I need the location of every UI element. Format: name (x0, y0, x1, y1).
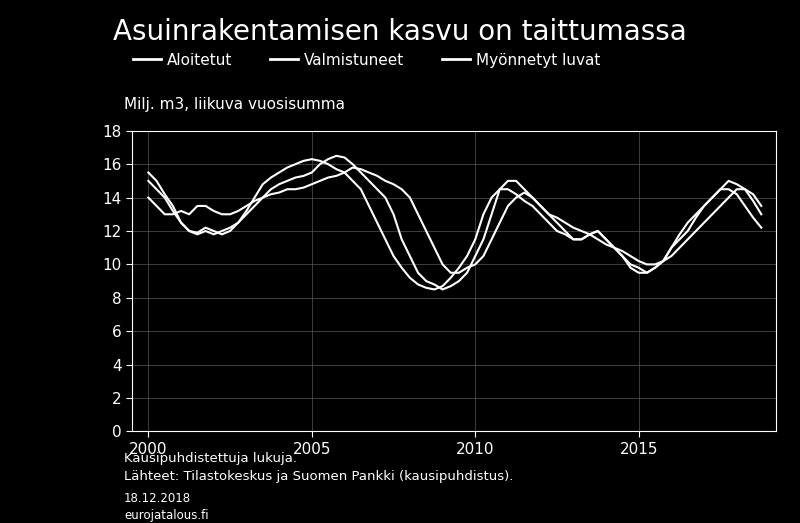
Valmistuneet (364, 169, 374, 176)
Text: Milj. m3, liikuva vuosisumma: Milj. m3, liikuva vuosisumma (124, 97, 345, 112)
Legend: Aloitetut, Valmistuneet, Myönnetyt luvat: Aloitetut, Valmistuneet, Myönnetyt luvat (133, 53, 601, 67)
Myönnetyt luvat (307, 156, 317, 162)
Aloitetut (438, 286, 447, 292)
Valmistuneet (569, 224, 578, 231)
Aloitetut (569, 236, 578, 243)
Aloitetut (650, 265, 660, 271)
Line: Valmistuneet: Valmistuneet (148, 167, 762, 273)
Myönnetyt luvat (569, 236, 578, 243)
Aloitetut (364, 178, 374, 184)
Myönnetyt luvat (143, 169, 153, 176)
Aloitetut (201, 228, 210, 234)
Aloitetut (331, 153, 341, 159)
Text: Lähteet: Tilastokeskus ja Suomen Pankki (kausipuhdistus).: Lähteet: Tilastokeskus ja Suomen Pankki … (124, 470, 514, 483)
Text: 18.12.2018: 18.12.2018 (124, 492, 191, 505)
Valmistuneet (650, 262, 660, 268)
Valmistuneet (552, 214, 562, 221)
Line: Myönnetyt luvat: Myönnetyt luvat (148, 159, 762, 289)
Valmistuneet (478, 253, 488, 259)
Valmistuneet (201, 203, 210, 209)
Aloitetut (143, 178, 153, 184)
Myönnetyt luvat (430, 286, 439, 292)
Myönnetyt luvat (478, 211, 488, 218)
Valmistuneet (348, 164, 358, 170)
Aloitetut (757, 211, 766, 218)
Valmistuneet (446, 270, 455, 276)
Text: eurojatalous.fi: eurojatalous.fi (124, 509, 209, 522)
Text: Kausipuhdistettuja lukuja.: Kausipuhdistettuja lukuja. (124, 452, 297, 465)
Myönnetyt luvat (364, 203, 374, 209)
Myönnetyt luvat (201, 224, 210, 231)
Myönnetyt luvat (650, 265, 660, 271)
Myönnetyt luvat (757, 224, 766, 231)
Text: Asuinrakentamisen kasvu on taittumassa: Asuinrakentamisen kasvu on taittumassa (113, 18, 687, 47)
Valmistuneet (757, 203, 766, 209)
Valmistuneet (143, 195, 153, 201)
Aloitetut (478, 236, 488, 243)
Aloitetut (552, 220, 562, 226)
Myönnetyt luvat (552, 228, 562, 234)
Line: Aloitetut: Aloitetut (148, 156, 762, 289)
